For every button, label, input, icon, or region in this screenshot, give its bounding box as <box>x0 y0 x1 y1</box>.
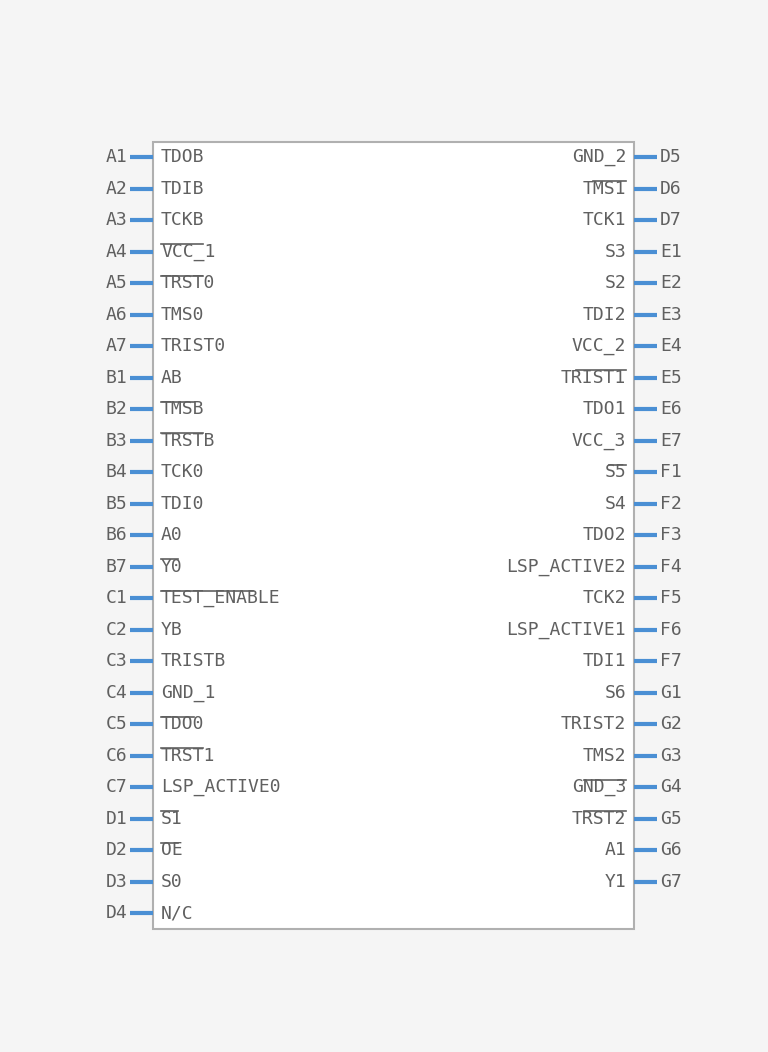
Text: E3: E3 <box>660 305 682 324</box>
Text: C4: C4 <box>105 684 127 702</box>
Text: S6: S6 <box>604 684 626 702</box>
Text: G6: G6 <box>660 842 682 859</box>
Text: LSP_ACTIVE2: LSP_ACTIVE2 <box>507 558 626 575</box>
Text: C7: C7 <box>105 778 127 796</box>
Text: TCK2: TCK2 <box>583 589 626 607</box>
Text: TCK1: TCK1 <box>583 211 626 229</box>
Text: C1: C1 <box>105 589 127 607</box>
Text: A5: A5 <box>105 275 127 292</box>
Text: A3: A3 <box>105 211 127 229</box>
Text: B2: B2 <box>105 400 127 418</box>
Text: TDO0: TDO0 <box>161 715 204 733</box>
Text: TDO1: TDO1 <box>583 400 626 418</box>
Text: F2: F2 <box>660 494 682 512</box>
Text: D6: D6 <box>660 180 682 198</box>
Text: F4: F4 <box>660 558 682 575</box>
Text: TDOB: TDOB <box>161 148 204 166</box>
Text: E7: E7 <box>660 431 682 449</box>
Text: D4: D4 <box>105 904 127 923</box>
Text: G2: G2 <box>660 715 682 733</box>
Text: N/C: N/C <box>161 904 194 923</box>
Text: F3: F3 <box>660 526 682 544</box>
Text: TCKB: TCKB <box>161 211 204 229</box>
Text: LSP_ACTIVE1: LSP_ACTIVE1 <box>507 621 626 639</box>
Text: GND_3: GND_3 <box>571 778 626 796</box>
Text: OE: OE <box>161 842 183 859</box>
Text: VCC_1: VCC_1 <box>161 243 216 261</box>
Text: A1: A1 <box>105 148 127 166</box>
Text: E6: E6 <box>660 400 682 418</box>
Text: B1: B1 <box>105 368 127 386</box>
Text: S5: S5 <box>604 463 626 481</box>
Text: F6: F6 <box>660 621 682 639</box>
Text: TRIST1: TRIST1 <box>561 368 626 386</box>
Text: F1: F1 <box>660 463 682 481</box>
Text: Y0: Y0 <box>161 558 183 575</box>
Text: TMS0: TMS0 <box>161 305 204 324</box>
Text: TEST_ENABLE: TEST_ENABLE <box>161 589 280 607</box>
Text: TRIST2: TRIST2 <box>561 715 626 733</box>
Text: TRSTB: TRSTB <box>161 431 216 449</box>
Text: TDI2: TDI2 <box>583 305 626 324</box>
Text: S2: S2 <box>604 275 626 292</box>
Text: S1: S1 <box>161 810 183 828</box>
Text: B4: B4 <box>105 463 127 481</box>
Text: D5: D5 <box>660 148 682 166</box>
Text: D7: D7 <box>660 211 682 229</box>
Text: B5: B5 <box>105 494 127 512</box>
Text: A1: A1 <box>604 842 626 859</box>
Text: S0: S0 <box>161 873 183 891</box>
Text: D3: D3 <box>105 873 127 891</box>
Text: A6: A6 <box>105 305 127 324</box>
Text: TRST0: TRST0 <box>161 275 216 292</box>
Text: GND_2: GND_2 <box>571 148 626 166</box>
Text: A4: A4 <box>105 243 127 261</box>
Text: G5: G5 <box>660 810 682 828</box>
Text: TMSB: TMSB <box>161 400 204 418</box>
Text: TRISTB: TRISTB <box>161 652 227 670</box>
Text: S4: S4 <box>604 494 626 512</box>
Text: TDO2: TDO2 <box>583 526 626 544</box>
Text: C3: C3 <box>105 652 127 670</box>
Text: G7: G7 <box>660 873 682 891</box>
Text: LSP_ACTIVE0: LSP_ACTIVE0 <box>161 778 280 796</box>
Text: YB: YB <box>161 621 183 639</box>
Text: C2: C2 <box>105 621 127 639</box>
Text: TRIST0: TRIST0 <box>161 337 227 356</box>
Text: A2: A2 <box>105 180 127 198</box>
Text: S3: S3 <box>604 243 626 261</box>
Text: TRST1: TRST1 <box>161 747 216 765</box>
Text: B7: B7 <box>105 558 127 575</box>
Text: VCC_3: VCC_3 <box>571 431 626 449</box>
Text: G1: G1 <box>660 684 682 702</box>
Text: E5: E5 <box>660 368 682 386</box>
Text: AB: AB <box>161 368 183 386</box>
Text: E4: E4 <box>660 337 682 356</box>
Text: D1: D1 <box>105 810 127 828</box>
Text: TDI1: TDI1 <box>583 652 626 670</box>
Text: GND_1: GND_1 <box>161 684 216 702</box>
Text: E1: E1 <box>660 243 682 261</box>
Text: A7: A7 <box>105 337 127 356</box>
Text: A0: A0 <box>161 526 183 544</box>
Text: B6: B6 <box>105 526 127 544</box>
Text: VCC_2: VCC_2 <box>571 337 626 356</box>
Text: TCK0: TCK0 <box>161 463 204 481</box>
Text: C6: C6 <box>105 747 127 765</box>
Text: E2: E2 <box>660 275 682 292</box>
Text: G3: G3 <box>660 747 682 765</box>
Text: TMS1: TMS1 <box>583 180 626 198</box>
Text: TDI0: TDI0 <box>161 494 204 512</box>
Text: C5: C5 <box>105 715 127 733</box>
Text: Y1: Y1 <box>604 873 626 891</box>
Text: B3: B3 <box>105 431 127 449</box>
Text: TMS2: TMS2 <box>583 747 626 765</box>
Text: F5: F5 <box>660 589 682 607</box>
Text: TRST2: TRST2 <box>571 810 626 828</box>
Text: D2: D2 <box>105 842 127 859</box>
Bar <box>154 142 634 929</box>
Text: F7: F7 <box>660 652 682 670</box>
Text: TDIB: TDIB <box>161 180 204 198</box>
Text: G4: G4 <box>660 778 682 796</box>
